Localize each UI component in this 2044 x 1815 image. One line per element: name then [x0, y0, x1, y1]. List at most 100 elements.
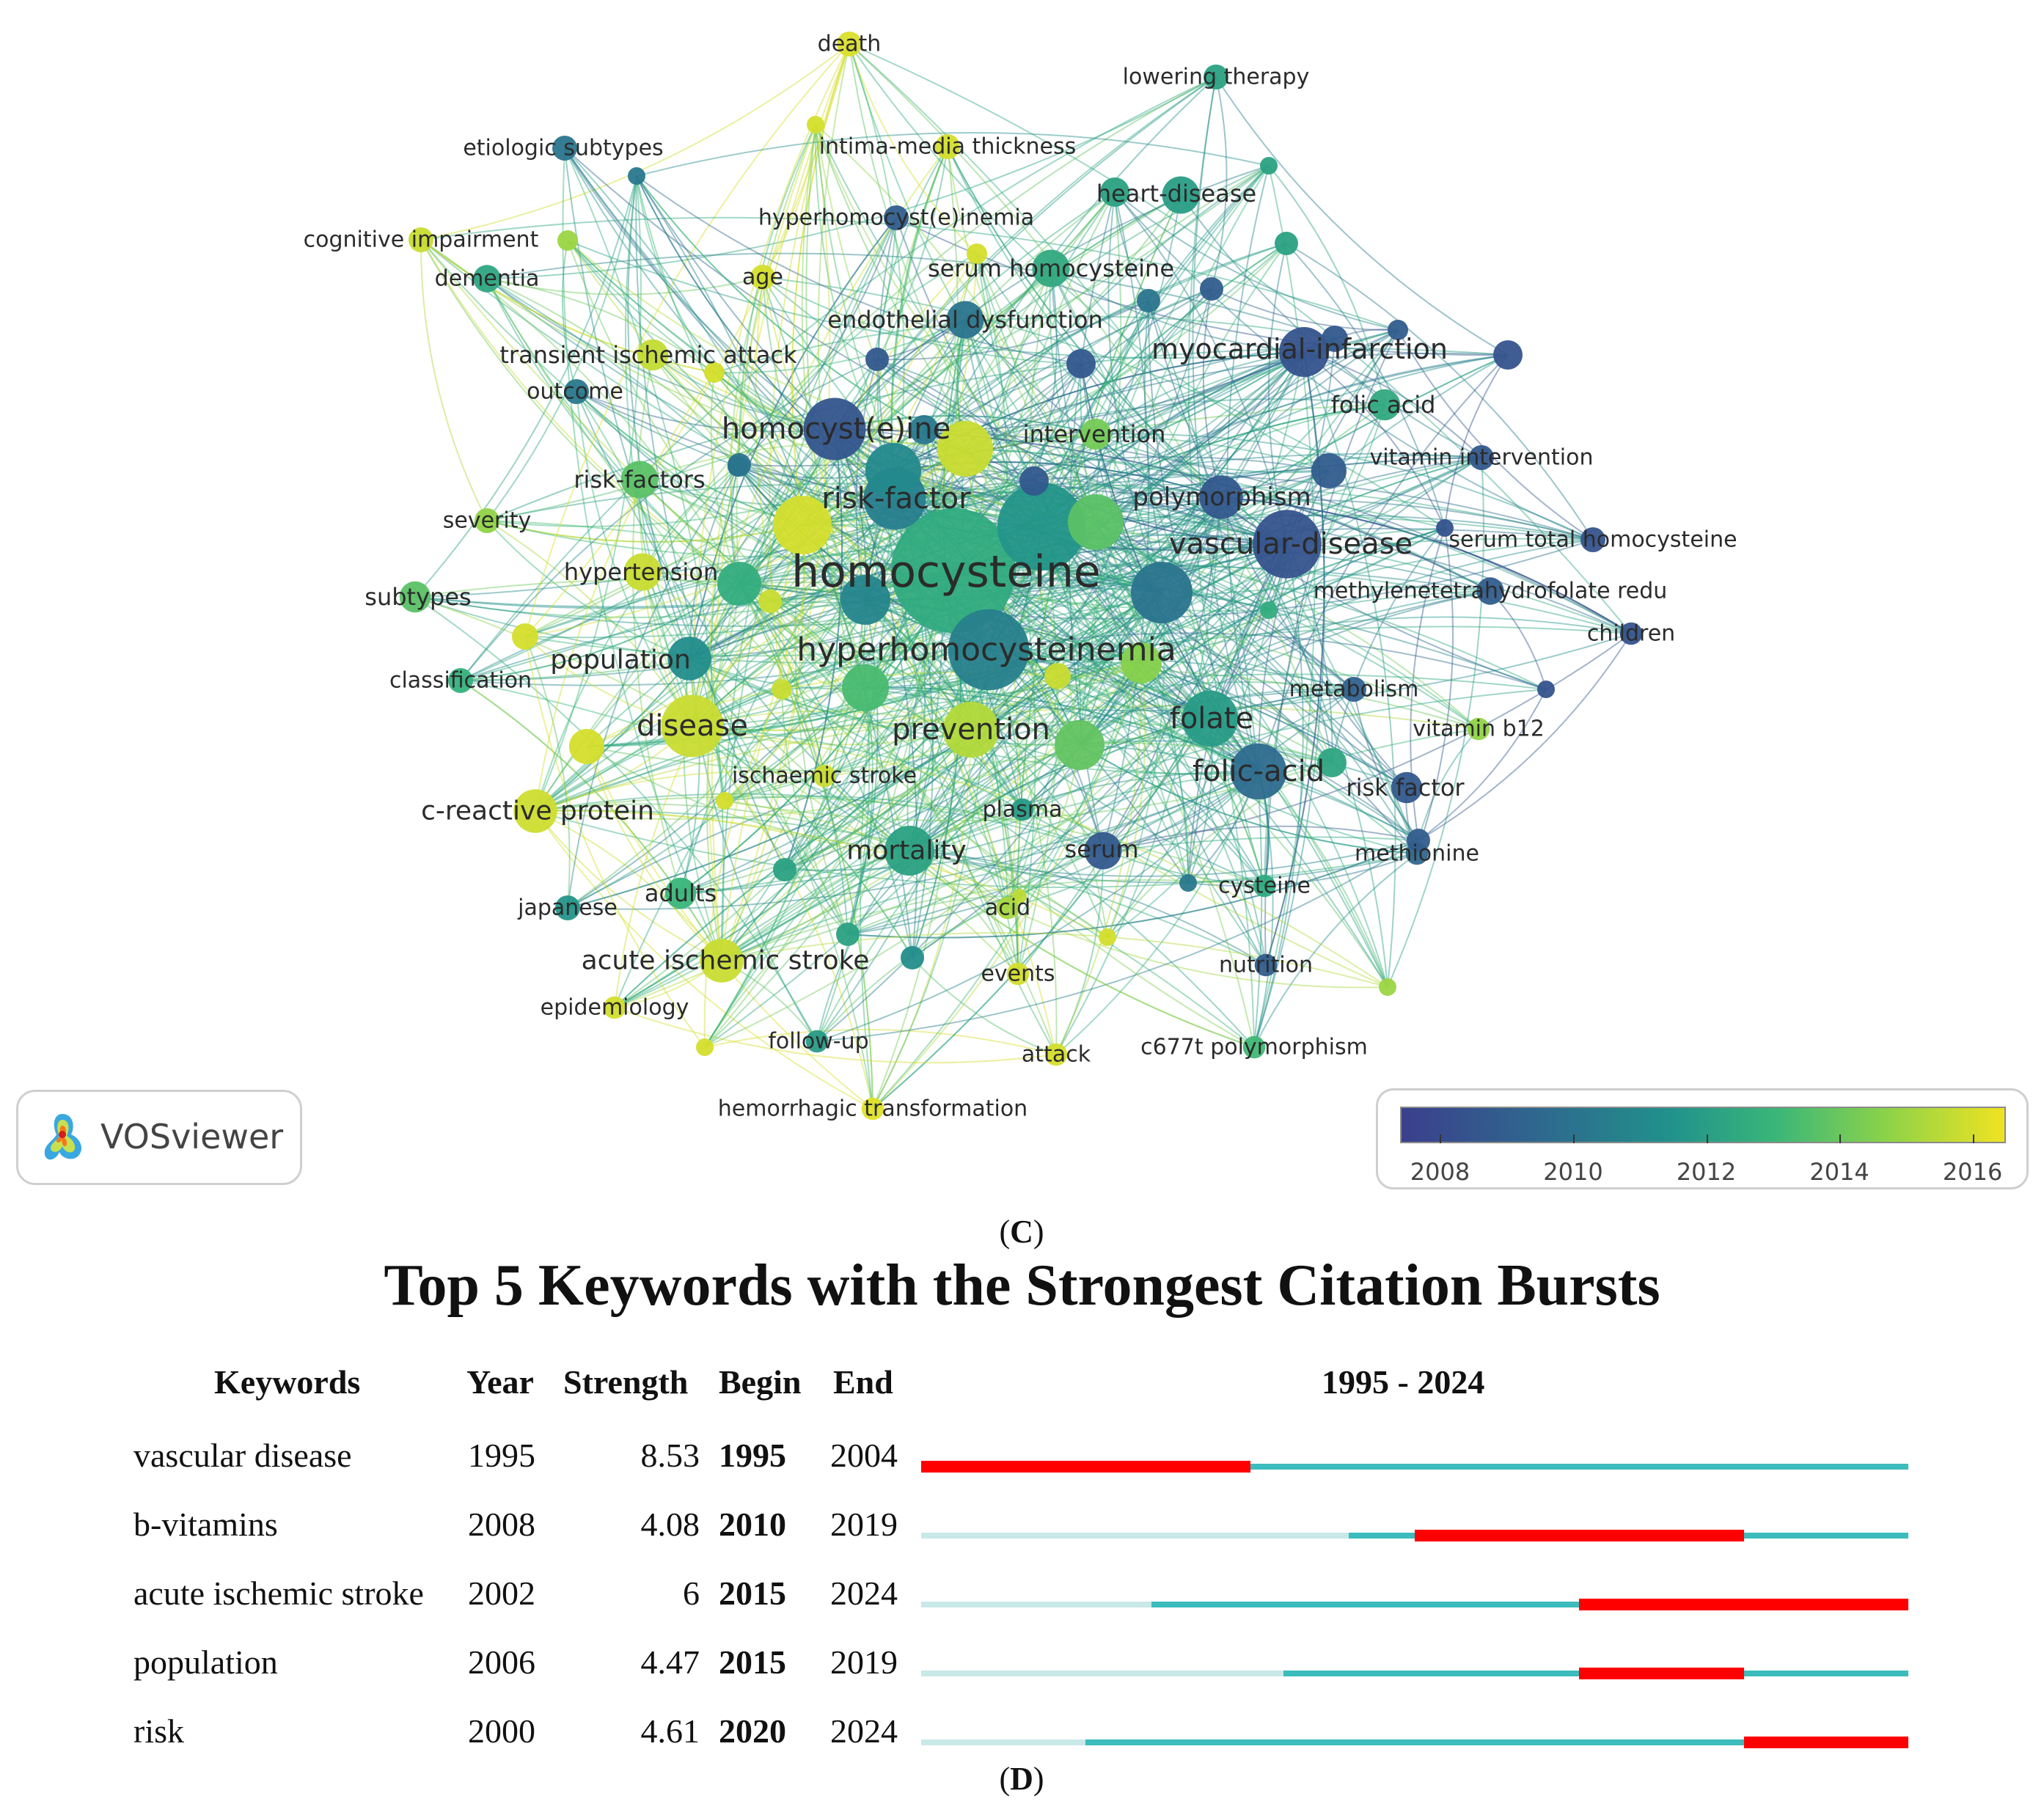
node — [807, 116, 824, 133]
network-edge — [567, 570, 954, 909]
colorbar-tick-label: 2008 — [1410, 1158, 1470, 1186]
network-edge — [535, 796, 1265, 887]
network-edge — [720, 217, 897, 961]
network-edge — [576, 391, 803, 526]
network-edge — [912, 728, 1479, 958]
network-edge — [704, 592, 1162, 1048]
network-edge — [909, 850, 1267, 966]
node-serum-homocysteine — [1032, 249, 1070, 287]
network-edge — [1211, 288, 1399, 331]
network-edge — [689, 464, 740, 659]
network-edge — [736, 124, 816, 584]
network-edge — [1258, 354, 1509, 772]
network-edge — [1268, 609, 1418, 854]
row-keyword: vascular disease — [133, 1437, 352, 1474]
network-edge — [762, 124, 816, 278]
node — [842, 664, 889, 711]
node — [773, 496, 832, 554]
network-edge — [1267, 243, 1288, 545]
network-edge — [420, 239, 488, 521]
network-edge — [1286, 243, 1446, 529]
network-edge — [486, 252, 1336, 340]
node — [1121, 642, 1162, 683]
bar-burst — [1743, 1737, 1908, 1748]
network-edge — [976, 253, 1162, 593]
node-folate — [1182, 690, 1239, 747]
network-edge — [1079, 744, 1418, 854]
network-edge — [486, 520, 803, 543]
network-edge — [876, 300, 1149, 361]
node-label: methylenetetrahydrofolate redu — [1314, 579, 1668, 604]
network-edge — [535, 592, 1162, 812]
network-edge — [738, 124, 816, 466]
node-label: cysteine — [1218, 873, 1311, 899]
node-cognitive-impairment — [409, 227, 433, 252]
network-edge — [1057, 543, 1288, 677]
network-edge — [652, 354, 972, 730]
network-edge — [714, 315, 1336, 373]
node-label: acid — [985, 895, 1030, 921]
network-edge — [876, 359, 1270, 611]
network-edge — [1055, 771, 1259, 1055]
network-edge — [420, 239, 1355, 690]
network-edge — [567, 240, 1305, 359]
network-edge — [824, 775, 1255, 1048]
network-edge — [1102, 633, 1632, 851]
node — [1407, 829, 1430, 852]
colorbar-tick-label: 2010 — [1543, 1158, 1603, 1186]
network-edge — [834, 415, 1096, 435]
network-edge — [721, 524, 805, 961]
network-edge — [739, 583, 825, 777]
network-edge — [703, 689, 783, 1048]
row-begin: 2015 — [719, 1643, 786, 1681]
network-edge — [486, 520, 803, 543]
network-edge — [1095, 404, 1385, 523]
network-edge — [964, 448, 1632, 634]
vosviewer-logo: VOSviewer — [16, 1090, 302, 1185]
node-label: dementia — [435, 266, 540, 292]
node-serum — [1084, 832, 1122, 870]
network-edge — [909, 840, 1419, 877]
node-label: ischaemic stroke — [732, 763, 917, 789]
network-edge — [535, 810, 873, 1110]
network-edge — [909, 850, 1418, 884]
network-edge — [1033, 470, 1330, 495]
node-vitamin-intervention — [1469, 445, 1494, 470]
node — [1317, 748, 1347, 777]
network-edge — [1041, 354, 1509, 527]
network-edge — [714, 372, 1057, 1055]
node-nutrition — [1254, 953, 1278, 977]
network-edge — [762, 276, 1446, 529]
network-edge — [724, 795, 1104, 851]
network-edge — [567, 689, 1355, 909]
network-edge — [1303, 351, 1482, 458]
network-edge — [781, 689, 1259, 775]
network-edge — [890, 146, 948, 472]
network-edge — [486, 76, 1217, 279]
network-edge — [524, 43, 850, 637]
network-edge — [486, 278, 1108, 938]
node — [1019, 466, 1049, 496]
network-edge — [535, 372, 715, 812]
network-edge — [567, 240, 866, 689]
node — [772, 679, 792, 700]
network-edge — [784, 771, 1259, 871]
bar-before — [921, 1533, 1349, 1539]
node-label: epidemiology — [541, 995, 689, 1021]
row-year: 2002 — [468, 1574, 535, 1612]
network-edge — [535, 351, 1305, 812]
node — [967, 243, 987, 264]
network-edge — [912, 957, 1057, 1055]
network-edge — [414, 351, 1305, 598]
network-edge — [1220, 496, 1632, 634]
colorbar-tick-label: 2012 — [1676, 1158, 1737, 1186]
network-edge — [689, 428, 835, 659]
row-year: 2006 — [468, 1643, 535, 1681]
network-edge — [562, 147, 722, 961]
network-edge — [1114, 191, 1399, 331]
network-edge — [1187, 853, 1418, 887]
network-edge — [1140, 662, 1265, 887]
vosviewer-icon — [44, 1114, 82, 1160]
node-c-reactive-protein — [513, 789, 557, 833]
node-mortality — [884, 826, 934, 876]
